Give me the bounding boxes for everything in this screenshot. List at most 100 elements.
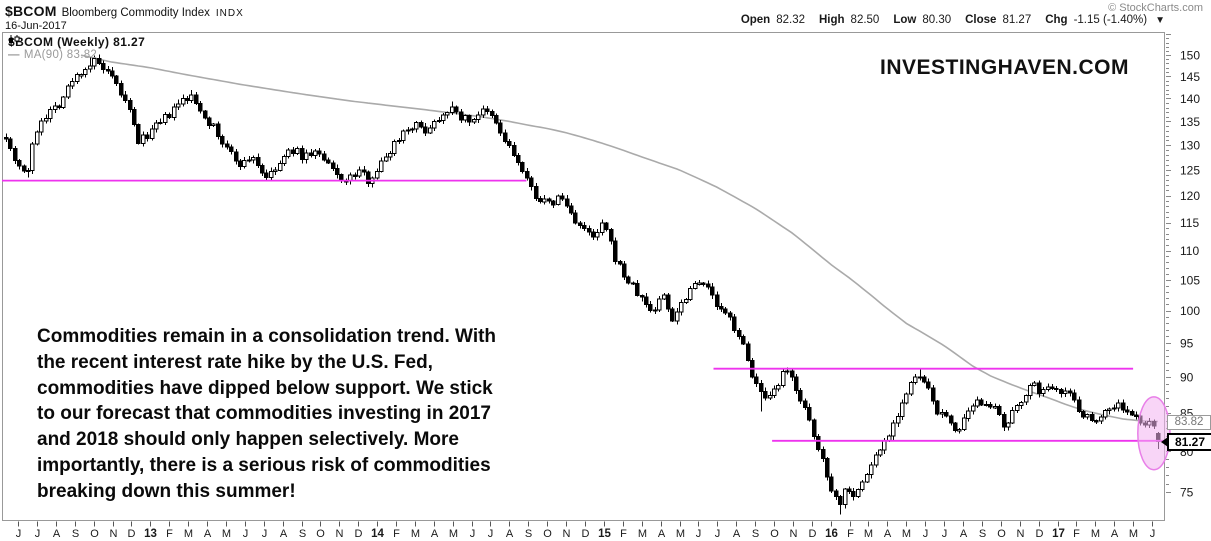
low-label: Low — [893, 14, 917, 26]
candle-down — [565, 198, 570, 207]
x-tick-label: O — [997, 528, 1006, 540]
candle-down — [816, 436, 821, 450]
candle-up — [481, 108, 486, 116]
candle-up — [688, 288, 693, 301]
y-tick-label: 120 — [1180, 189, 1200, 203]
candle-up — [150, 128, 155, 140]
candle-down — [207, 117, 212, 126]
candle-down — [847, 488, 852, 492]
candle-down — [715, 294, 720, 308]
candle-down — [1134, 414, 1139, 417]
candle-down — [719, 306, 724, 310]
x-tick-label: F — [166, 528, 173, 540]
x-tick-label: S — [525, 528, 532, 540]
candle-down — [132, 109, 137, 125]
y-tick-label: 90 — [1180, 371, 1194, 385]
candle-up — [472, 118, 477, 123]
candle-down — [573, 212, 578, 224]
x-tick-label: M — [1129, 528, 1138, 540]
candle-up — [437, 119, 442, 123]
x-tick-label: 14 — [371, 528, 384, 540]
candle-down — [578, 222, 583, 226]
x-tick-label: M — [902, 528, 911, 540]
candle-up — [966, 410, 971, 419]
candle-up — [61, 96, 66, 109]
candle-up — [282, 156, 287, 164]
candle-down — [613, 240, 618, 263]
y-tick-label: 75 — [1180, 486, 1194, 500]
x-tick-label: O — [543, 528, 552, 540]
candle-up — [176, 103, 181, 108]
candle-down — [1059, 389, 1064, 394]
candle-up — [463, 114, 468, 121]
x-tick-label: A — [960, 528, 968, 540]
candle-down — [618, 261, 623, 265]
close-label: Close — [965, 14, 997, 26]
candle-up — [278, 162, 283, 171]
candle-up — [406, 129, 411, 132]
candle-down — [167, 114, 172, 118]
candle-up — [141, 134, 146, 144]
candle-down — [944, 412, 949, 417]
candle-up — [971, 405, 976, 412]
ma-line-swatch: — — [8, 49, 20, 61]
candle-down — [362, 169, 367, 173]
candle-down — [106, 69, 111, 72]
candle-down — [640, 294, 645, 298]
x-tick-label: 17 — [1052, 528, 1065, 540]
candle-down — [1130, 411, 1135, 416]
high-value: 82.50 — [850, 14, 880, 26]
candle-up — [1085, 414, 1090, 418]
change-direction-down-icon: ▼ — [1155, 14, 1165, 26]
candle-down — [851, 491, 856, 498]
candle-up — [1107, 408, 1112, 412]
candle-down — [635, 282, 640, 296]
x-tick-label: N — [790, 528, 798, 540]
candle-down — [194, 94, 199, 104]
candle-up — [542, 198, 547, 203]
candle-down — [790, 370, 795, 378]
candle-down — [979, 399, 984, 406]
candle-down — [114, 75, 119, 84]
candle-down — [17, 160, 22, 167]
ma-legend: — MA(90) 83.82 — [8, 49, 97, 61]
candle-down — [644, 296, 649, 306]
candle-down — [798, 389, 803, 402]
x-tick-label: D — [1036, 528, 1044, 540]
x-tick-label: M — [411, 528, 420, 540]
x-tick-label: O — [316, 528, 325, 540]
x-tick-label: J — [16, 528, 22, 540]
candle-down — [838, 495, 843, 505]
candle-up — [304, 152, 309, 161]
candle-up — [414, 122, 419, 130]
candle-down — [185, 98, 190, 101]
candle-up — [657, 298, 662, 311]
candle-up — [375, 170, 380, 179]
ohlc-quote-bar: Open 82.32 High 82.50 Low 80.30 Close 81.27 … — [741, 14, 1165, 26]
candle-down — [825, 458, 830, 478]
candle-up — [401, 130, 406, 141]
candle-down — [198, 102, 203, 112]
candle-up — [860, 481, 865, 491]
candle-up — [1010, 410, 1015, 424]
candle-up — [273, 169, 278, 172]
candle-down — [216, 123, 221, 137]
candle-up — [295, 148, 300, 154]
candle-down — [926, 381, 931, 389]
candle-up — [211, 123, 216, 126]
x-tick-label: A — [53, 528, 61, 540]
candle-up — [92, 57, 97, 67]
x-tick-label: M — [222, 528, 231, 540]
candle-up — [556, 195, 561, 206]
candle-down — [604, 222, 609, 231]
candle-down — [1072, 392, 1077, 401]
candle-up — [843, 488, 848, 506]
candle-down — [423, 126, 428, 134]
candle-down — [759, 383, 764, 392]
candle-down — [419, 122, 424, 128]
candle-up — [392, 141, 397, 154]
x-tick-label: S — [72, 528, 79, 540]
candle-down — [467, 114, 472, 123]
candle-down — [1054, 388, 1059, 391]
candle-down — [494, 115, 499, 124]
